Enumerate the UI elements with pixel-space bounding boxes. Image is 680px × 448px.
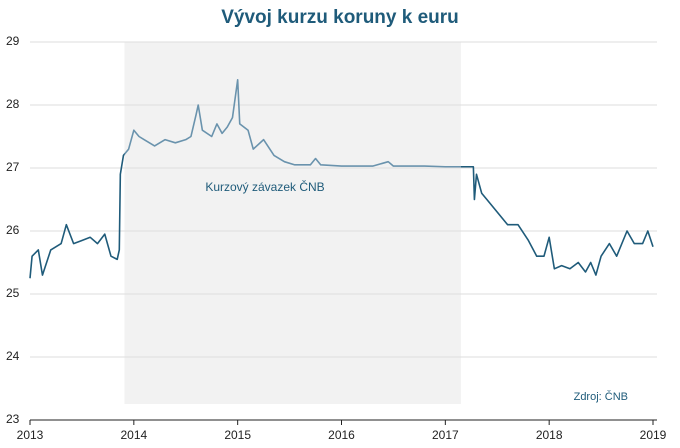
x-tick-label: 2015 xyxy=(224,428,251,442)
x-tick-label: 2014 xyxy=(120,428,147,442)
x-tick-label: 2018 xyxy=(536,428,563,442)
y-tick-label: 23 xyxy=(6,412,20,426)
x-tick-label: 2016 xyxy=(328,428,355,442)
chart-title: Vývoj kurzu koruny k euru xyxy=(221,7,459,28)
y-tick-label: 29 xyxy=(6,34,20,48)
y-tick-label: 28 xyxy=(6,97,20,111)
y-tick-label: 27 xyxy=(6,160,20,174)
y-tick-label: 26 xyxy=(6,223,20,237)
data-line xyxy=(29,79,654,279)
source: Zdroj: ČNB xyxy=(574,390,628,403)
x-tick-label: 2013 xyxy=(17,428,44,442)
x-tick-label: 2019 xyxy=(640,428,667,442)
highlight-label: Kurzový závazek ČNB xyxy=(205,179,324,194)
y-tick-label: 25 xyxy=(6,286,20,300)
x-tick-label: 2017 xyxy=(432,428,459,442)
highlight-span xyxy=(124,42,461,404)
y-tick-label: 24 xyxy=(6,349,20,363)
